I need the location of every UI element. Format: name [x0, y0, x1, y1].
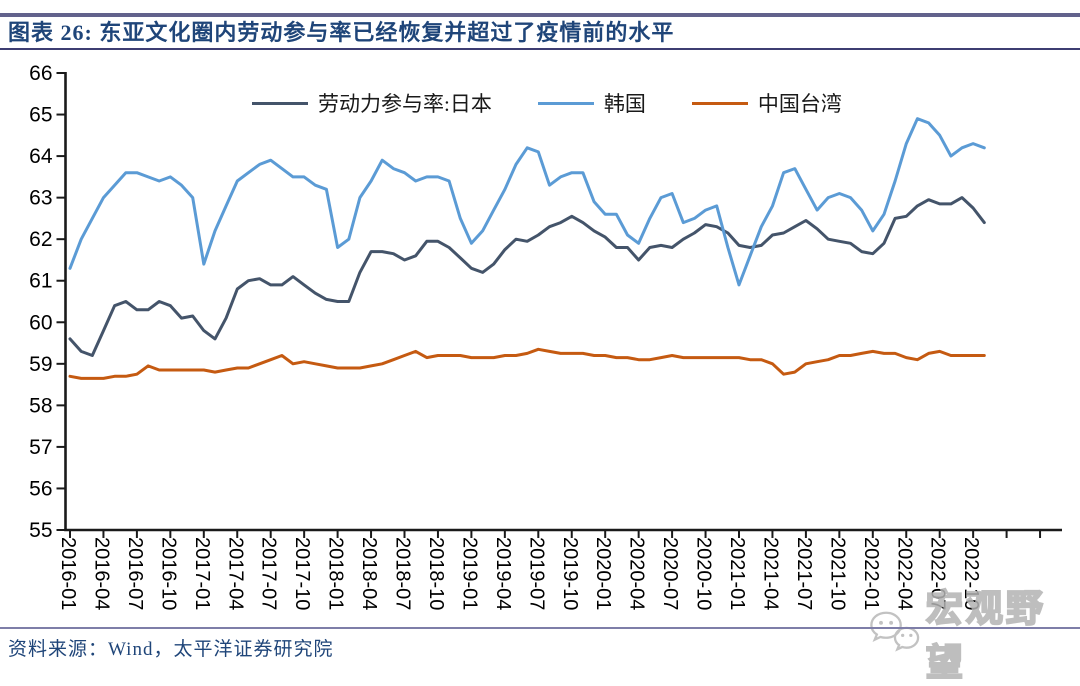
x-tick-label: 2022-10 — [960, 537, 982, 610]
x-tick-label: 2021-01 — [726, 537, 748, 610]
legend-line-japan-icon — [252, 101, 308, 105]
y-tick-label: 55 — [29, 519, 52, 542]
x-tick-label: 2022-01 — [860, 537, 882, 610]
x-tick-label: 2018-04 — [358, 537, 380, 610]
legend-label-taiwan: 中国台湾 — [757, 92, 842, 116]
x-tick-label: 2017-04 — [224, 537, 246, 610]
x-tick-label: 2022-04 — [893, 537, 915, 610]
x-tick-label: 2020-01 — [592, 537, 614, 610]
x-tick-label: 2019-01 — [458, 537, 480, 610]
y-tick-label: 58 — [29, 394, 52, 417]
legend-item-korea: 韩国 — [537, 88, 646, 118]
x-tick-label: 2018-10 — [425, 537, 447, 610]
y-tick-label: 61 — [29, 270, 52, 293]
watermark: 宏观野望 — [868, 578, 1080, 686]
x-tick-label: 2021-07 — [793, 537, 815, 610]
watermark-text: 宏观野望 — [925, 587, 1046, 684]
x-tick-label: 2018-07 — [392, 537, 414, 610]
y-tick-label: 56 — [29, 477, 52, 500]
title-underline — [0, 48, 1080, 50]
top-bar — [0, 13, 1080, 17]
line-chart: 55 56 57 58 59 60 61 62 63 64 65 66 2016-01 2016-04 20… — [29, 62, 1062, 610]
series-line-0 — [68, 196, 986, 357]
legend-item-taiwan: 中国台湾 — [691, 88, 842, 118]
y-tick-label: 57 — [29, 436, 52, 459]
x-tick-label: 2016-01 — [57, 537, 79, 610]
legend-line-korea-icon — [537, 101, 594, 105]
legend-item-japan: 劳动力参与率:日本 — [252, 88, 492, 118]
footer-separator — [0, 627, 1080, 629]
x-tick-label: 2017-01 — [191, 537, 213, 610]
x-tick-label: 2016-04 — [90, 537, 112, 610]
x-tick-label: 2019-04 — [492, 537, 514, 610]
y-tick-label: 64 — [29, 145, 53, 168]
x-tick-label: 2021-10 — [826, 537, 848, 610]
x-tick-label: 2017-07 — [258, 537, 280, 610]
y-tick-label: 60 — [29, 311, 52, 334]
x-tick-label: 2021-04 — [759, 537, 781, 610]
y-tick-label: 66 — [29, 62, 52, 85]
x-tick-label: 2022-07 — [927, 537, 949, 610]
chart-legend: 劳动力参与率:日本 韩国 中国台湾 — [252, 88, 842, 118]
series-line-1 — [68, 117, 986, 287]
x-tick-label: 2020-10 — [693, 537, 715, 610]
series-line-2 — [68, 347, 986, 380]
source-note: 资料来源：Wind，太平洋证券研究院 — [8, 639, 334, 660]
legend-line-taiwan-icon — [691, 101, 748, 105]
x-tick-label: 2019-07 — [525, 537, 547, 610]
y-tick-label: 59 — [29, 353, 52, 376]
legend-label-japan: 劳动力参与率:日本 — [318, 92, 492, 116]
y-tick-label: 63 — [29, 187, 52, 210]
wechat-icon — [870, 611, 920, 652]
x-tick-label: 2017-10 — [291, 537, 313, 610]
chart-figure-title: 图表 26: 东亚文化圈内劳动参与率已经恢复并超过了疫情前的水平 — [8, 20, 675, 45]
y-tick-label: 62 — [29, 228, 52, 251]
x-tick-label: 2019-10 — [559, 537, 581, 610]
x-tick-label: 2020-07 — [659, 537, 681, 610]
x-tick-label: 2018-01 — [325, 537, 347, 610]
x-tick-label: 2016-10 — [157, 537, 179, 610]
y-tick-label: 65 — [29, 104, 52, 127]
legend-label-korea: 韩国 — [603, 92, 646, 116]
x-tick-label: 2020-04 — [626, 537, 648, 610]
x-tick-label: 2016-07 — [124, 537, 146, 610]
